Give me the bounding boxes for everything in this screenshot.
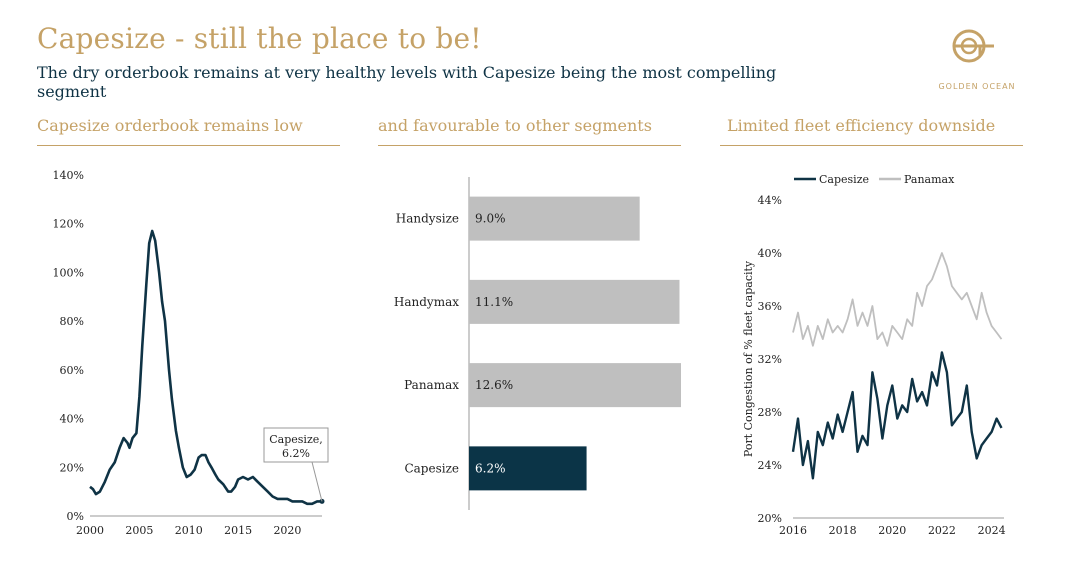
left-panel-divider xyxy=(37,145,340,146)
bar-value-label: 11.1% xyxy=(475,295,513,309)
category-label: Handysize xyxy=(396,212,459,226)
y-tick-label: 100% xyxy=(53,266,84,279)
x-tick-label: 2022 xyxy=(928,524,956,537)
legend-label: Capesize xyxy=(819,173,869,186)
annotation-pointer xyxy=(311,461,323,502)
logo-text: GOLDEN OCEAN xyxy=(938,82,1016,91)
port-congestion-line-chart: 20% 24% 28% 32% 36% 40% 44% 2016 2018 2020 2022 202… xyxy=(742,173,1006,537)
middle-panel-title: and favourable to other segments xyxy=(378,116,652,135)
capesize-series-line xyxy=(791,351,1003,480)
x-tick-label: 2020 xyxy=(273,524,301,537)
bar-value-label: 6.2% xyxy=(475,461,506,475)
y-tick-label: 36% xyxy=(758,300,782,313)
x-tick-label: 2018 xyxy=(829,524,857,537)
x-tick-label: 2020 xyxy=(878,524,906,537)
y-tick-label: 28% xyxy=(758,406,782,419)
x-tick-label: 2005 xyxy=(125,524,153,537)
segment-bar-chart: Handysize 9.0% Handymax 11.1% Panamax 12.6% Ca… xyxy=(394,177,681,510)
capesize-orderbook-line xyxy=(89,229,322,506)
bar xyxy=(469,363,681,408)
x-tick-label: 2000 xyxy=(76,524,104,537)
left-panel-title: Capesize orderbook remains low xyxy=(37,116,303,135)
annotation-box xyxy=(263,427,329,463)
y-axis-label: Port Congestion of % fleet capacity xyxy=(742,260,755,457)
orderbook-line-chart: 0% 20% 40% 60% 80% 100% 120% 140% 2000 2005 2010 20… xyxy=(53,169,329,537)
page-title: Capesize - still the place to be! xyxy=(37,22,482,55)
category-label: Capesize xyxy=(404,461,459,475)
legend-label: Panamax xyxy=(904,173,955,186)
x-tick-label: 2010 xyxy=(175,524,203,537)
y-tick-label: 32% xyxy=(758,353,782,366)
y-tick-label: 44% xyxy=(758,194,782,207)
category-label: Panamax xyxy=(404,378,459,392)
bar-value-label: 12.6% xyxy=(475,378,513,392)
y-tick-label: 120% xyxy=(53,218,84,231)
y-tick-label: 20% xyxy=(758,512,782,525)
right-panel-divider xyxy=(720,145,1023,146)
bar xyxy=(469,279,680,324)
page-subtitle: The dry orderbook remains at very health… xyxy=(37,63,777,101)
y-tick-label: 140% xyxy=(53,169,84,182)
bar-value-label: 9.0% xyxy=(475,212,506,226)
y-tick-label: 24% xyxy=(758,459,782,472)
annotation-label: Capesize, xyxy=(269,433,323,446)
y-tick-label: 80% xyxy=(60,315,84,328)
x-tick-label: 2016 xyxy=(779,524,807,537)
x-tick-label: 2024 xyxy=(978,524,1006,537)
x-tick-label: 2015 xyxy=(224,524,252,537)
y-tick-label: 40% xyxy=(60,413,84,426)
middle-panel-divider xyxy=(378,145,681,146)
bar xyxy=(469,446,587,491)
golden-ocean-logo-icon xyxy=(952,29,994,63)
bar xyxy=(469,196,640,241)
y-tick-label: 0% xyxy=(67,510,84,523)
panamax-series-line xyxy=(792,252,1003,347)
y-tick-label: 20% xyxy=(60,461,84,474)
y-tick-label: 40% xyxy=(758,247,782,260)
right-panel-title: Limited fleet efficiency downside xyxy=(727,116,996,135)
category-label: Handymax xyxy=(394,295,459,309)
company-logo: GOLDEN OCEAN xyxy=(922,26,1032,96)
y-tick-label: 60% xyxy=(60,364,84,377)
annotation-value: 6.2% xyxy=(282,447,310,460)
